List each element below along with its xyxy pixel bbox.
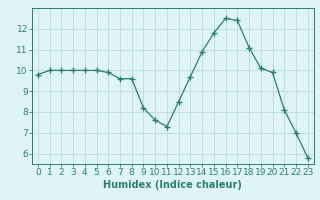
X-axis label: Humidex (Indice chaleur): Humidex (Indice chaleur) bbox=[103, 180, 242, 190]
